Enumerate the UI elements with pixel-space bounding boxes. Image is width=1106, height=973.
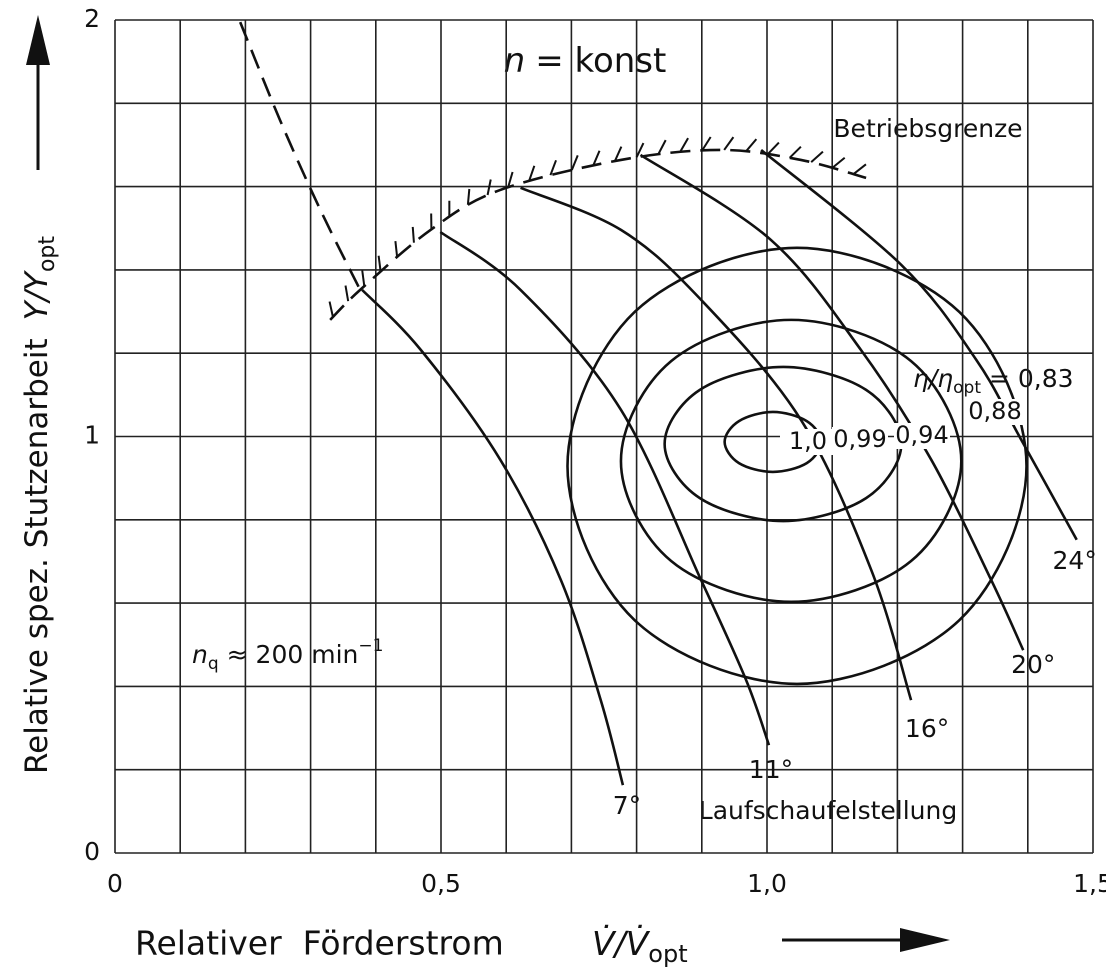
hatch bbox=[411, 226, 415, 243]
eta-subscript: opt bbox=[953, 378, 981, 398]
y-label-text: Relative spez. Stutzenarbeit bbox=[19, 338, 55, 774]
eta-text: = 0,83 bbox=[989, 364, 1074, 393]
blade-label: 11° bbox=[749, 755, 793, 784]
hatch bbox=[486, 179, 492, 196]
contour-label: 0,99 bbox=[833, 425, 886, 453]
label-backdrop bbox=[832, 427, 888, 453]
nq-superscript: −1 bbox=[358, 636, 383, 656]
y-axis-label: Relative spez. Stutzenarbeit Y/Yopt bbox=[19, 236, 61, 774]
hatch bbox=[328, 301, 334, 318]
hatch bbox=[394, 241, 399, 257]
nq-symbol: n bbox=[192, 640, 208, 669]
hatch bbox=[701, 136, 712, 151]
x-subscript: opt bbox=[648, 940, 687, 968]
blade-label: 20° bbox=[1011, 650, 1055, 679]
specific-speed: nq ≈ 200 min−1 bbox=[192, 636, 383, 674]
y-subscript: opt bbox=[35, 236, 60, 272]
hatch bbox=[361, 270, 366, 287]
hatch bbox=[810, 150, 824, 163]
hatch bbox=[549, 159, 557, 176]
label-backdrop bbox=[894, 423, 950, 449]
contour-label: 0,88 bbox=[968, 397, 1021, 425]
x-tick-label: 0,5 bbox=[421, 869, 461, 898]
speed-annotation: n = konst bbox=[504, 41, 667, 81]
hatch bbox=[528, 165, 536, 182]
contour-label: 1,0 bbox=[789, 427, 827, 455]
blade-label: 16° bbox=[905, 714, 949, 743]
efficiency-contour bbox=[566, 246, 1028, 686]
hatch bbox=[614, 146, 623, 162]
blade-curve bbox=[760, 148, 1078, 541]
blade-setting-label: Laufschaufelstellung bbox=[699, 796, 957, 825]
x-symbol: V̇/V̇ bbox=[592, 923, 651, 962]
hatch bbox=[592, 150, 601, 166]
hatch bbox=[788, 145, 802, 159]
y-axis-arrow bbox=[26, 15, 50, 170]
hatch bbox=[344, 285, 350, 302]
hatch bbox=[767, 141, 780, 155]
blade-label: 7° bbox=[613, 791, 641, 820]
y-tick-label: 1 bbox=[84, 421, 100, 450]
x-tick-label: 1,5 bbox=[1073, 869, 1106, 898]
blade-label: 24° bbox=[1053, 546, 1097, 575]
hatch bbox=[679, 137, 689, 153]
blade-curve bbox=[439, 230, 771, 746]
x-axis-arrow bbox=[782, 928, 950, 952]
efficiency-label: η/ηopt = 0,83 bbox=[913, 364, 1074, 398]
y-tick-label: 0 bbox=[84, 837, 100, 866]
x-tick-label: 1,0 bbox=[747, 869, 787, 898]
limit-line bbox=[238, 21, 362, 291]
hatch bbox=[377, 255, 382, 272]
label-backdrop bbox=[967, 399, 1023, 425]
speed-text: = konst bbox=[535, 41, 666, 81]
label-backdrop bbox=[780, 429, 836, 455]
efficiency-contour bbox=[619, 318, 963, 604]
x-axis-symbol: V̇/V̇opt bbox=[592, 923, 688, 968]
limit-label: Betriebsgrenze bbox=[833, 114, 1022, 143]
x-axis-label: Relativer Förderstrom bbox=[135, 924, 504, 963]
y-tick-label: 2 bbox=[84, 4, 100, 33]
hatch bbox=[723, 136, 735, 151]
hatch bbox=[852, 163, 867, 175]
y-symbol: Y/Y bbox=[19, 270, 55, 320]
hatch bbox=[831, 156, 846, 169]
limit-line bbox=[329, 148, 867, 321]
contour-label: 0,94 bbox=[895, 421, 948, 449]
efficiency-contour bbox=[723, 410, 823, 474]
blade-curve bbox=[361, 288, 625, 786]
x-tick-label: 0 bbox=[107, 869, 123, 898]
hatch bbox=[745, 138, 758, 152]
efficiency-contour bbox=[663, 365, 903, 523]
nq-subscript: q bbox=[208, 654, 219, 674]
hatch bbox=[635, 142, 645, 158]
speed-symbol: n bbox=[504, 41, 526, 81]
hatch bbox=[466, 188, 471, 205]
hatch bbox=[570, 154, 579, 171]
hatch bbox=[507, 171, 514, 188]
hatch bbox=[657, 139, 667, 155]
nq-text: ≈ 200 min bbox=[227, 640, 359, 669]
